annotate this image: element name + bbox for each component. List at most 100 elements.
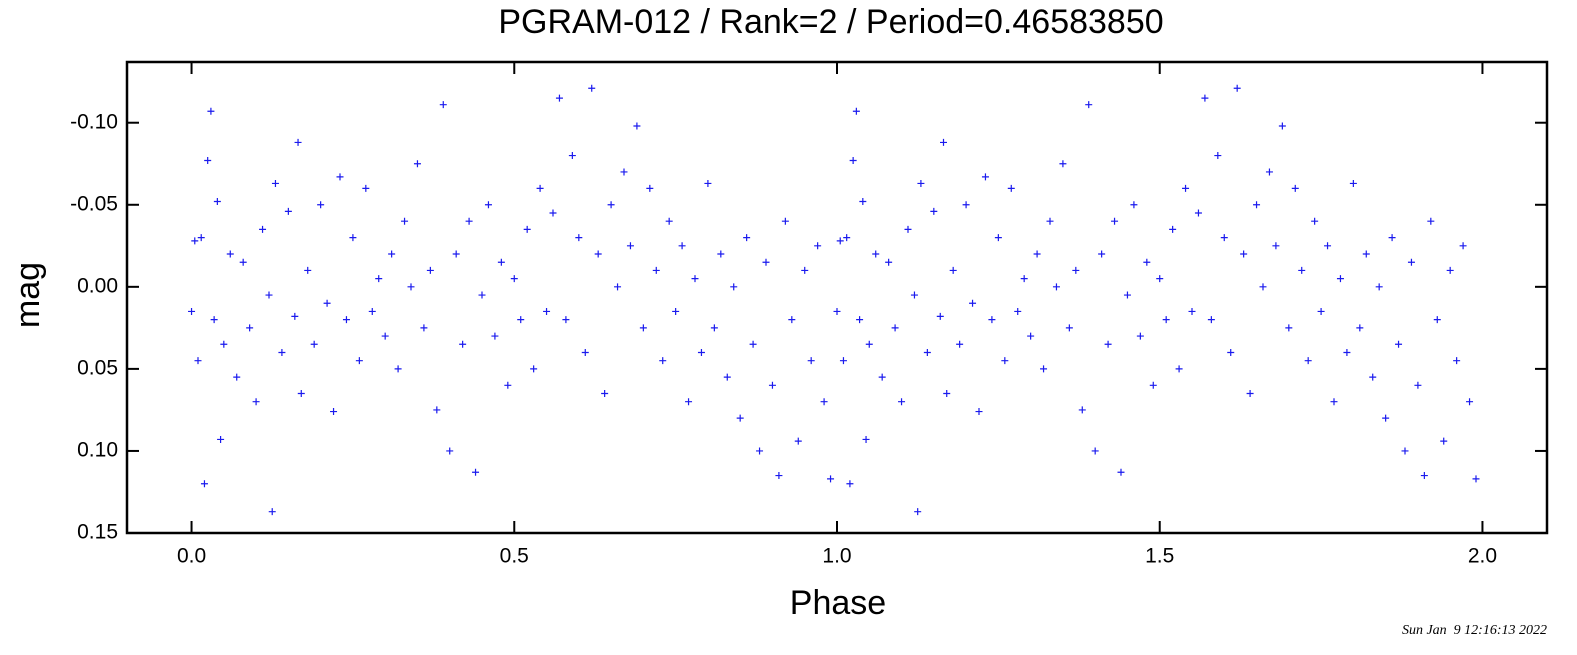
data-point — [849, 156, 857, 164]
data-point — [233, 373, 241, 381]
data-point — [284, 207, 292, 215]
data-point — [672, 307, 680, 315]
data-point — [969, 299, 977, 307]
data-point — [213, 197, 221, 205]
data-point — [1188, 307, 1196, 315]
data-point — [543, 307, 551, 315]
data-point — [1091, 447, 1099, 455]
data-point — [278, 348, 286, 356]
y-tick-label: 0.00 — [77, 274, 118, 297]
y-tick-label: 0.15 — [77, 521, 118, 544]
data-point — [407, 283, 415, 291]
data-point — [268, 508, 276, 516]
plot-frame — [125, 60, 1549, 535]
data-point — [885, 258, 893, 266]
data-point — [200, 480, 208, 488]
data-point — [827, 475, 835, 483]
data-point — [846, 480, 854, 488]
data-point — [330, 408, 338, 416]
x-tick-label: 0.5 — [500, 545, 529, 568]
data-point — [843, 234, 851, 242]
data-point — [910, 291, 918, 299]
data-point — [1336, 275, 1344, 283]
data-point — [226, 250, 234, 258]
y-tick-label: -0.05 — [70, 192, 118, 215]
data-point — [839, 357, 847, 365]
data-point — [197, 234, 205, 242]
data-point — [349, 234, 357, 242]
data-point — [1446, 266, 1454, 274]
data-point — [304, 266, 312, 274]
data-point — [472, 468, 480, 476]
data-point — [736, 414, 744, 422]
data-point — [504, 381, 512, 389]
y-tick-label: 0.05 — [77, 356, 118, 379]
data-point — [413, 160, 421, 168]
data-point — [491, 332, 499, 340]
data-point — [730, 283, 738, 291]
data-point — [1156, 275, 1164, 283]
data-point — [1052, 283, 1060, 291]
data-point — [794, 437, 802, 445]
data-point — [856, 316, 864, 324]
data-point — [749, 340, 757, 348]
data-point — [465, 217, 473, 225]
data-point — [626, 242, 634, 250]
data-point — [1046, 217, 1054, 225]
data-point — [1388, 234, 1396, 242]
data-point — [633, 122, 641, 130]
data-point — [517, 316, 525, 324]
data-point — [375, 275, 383, 283]
data-point — [962, 201, 970, 209]
data-point — [1356, 324, 1364, 332]
data-point — [381, 332, 389, 340]
data-point — [872, 250, 880, 258]
data-point — [930, 207, 938, 215]
data-point — [852, 107, 860, 115]
data-point — [614, 283, 622, 291]
data-point — [497, 258, 505, 266]
data-point — [1382, 414, 1390, 422]
data-point — [207, 107, 215, 115]
data-point — [555, 94, 563, 102]
data-point — [814, 242, 822, 250]
data-point — [194, 357, 202, 365]
data-point — [239, 258, 247, 266]
data-point — [994, 234, 1002, 242]
data-point — [259, 225, 267, 233]
data-point — [775, 472, 783, 480]
data-point — [588, 84, 596, 92]
data-point — [820, 398, 828, 406]
data-point — [362, 184, 370, 192]
data-point — [1324, 242, 1332, 250]
data-point — [310, 340, 318, 348]
data-point — [1020, 275, 1028, 283]
data-point — [1395, 340, 1403, 348]
data-point — [336, 173, 344, 181]
data-point — [271, 179, 279, 187]
data-point — [1317, 307, 1325, 315]
data-point — [678, 242, 686, 250]
data-point — [704, 179, 712, 187]
data-point — [291, 312, 299, 320]
data-point — [317, 201, 325, 209]
data-point — [1349, 179, 1357, 187]
data-point — [562, 316, 570, 324]
data-point — [1033, 250, 1041, 258]
data-point — [1233, 84, 1241, 92]
data-point — [1162, 316, 1170, 324]
data-point — [1104, 340, 1112, 348]
data-point — [1027, 332, 1035, 340]
data-point — [865, 340, 873, 348]
data-point — [788, 316, 796, 324]
data-point — [898, 398, 906, 406]
data-point — [697, 348, 705, 356]
data-point — [917, 179, 925, 187]
data-point — [426, 266, 434, 274]
data-point — [943, 390, 951, 398]
data-point — [1433, 316, 1441, 324]
data-point — [342, 316, 350, 324]
data-point — [446, 447, 454, 455]
data-point — [530, 365, 538, 373]
